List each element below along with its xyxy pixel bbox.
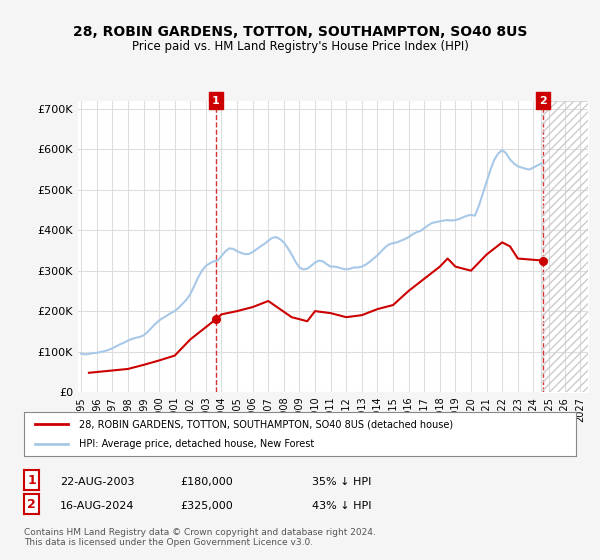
- Text: 35% ↓ HPI: 35% ↓ HPI: [312, 477, 371, 487]
- Text: 1: 1: [27, 474, 36, 487]
- Text: 2: 2: [27, 498, 36, 511]
- Text: 16-AUG-2024: 16-AUG-2024: [60, 501, 134, 511]
- Text: 2: 2: [539, 96, 547, 106]
- Text: HPI: Average price, detached house, New Forest: HPI: Average price, detached house, New …: [79, 439, 314, 449]
- Text: 28, ROBIN GARDENS, TOTTON, SOUTHAMPTON, SO40 8US (detached house): 28, ROBIN GARDENS, TOTTON, SOUTHAMPTON, …: [79, 419, 454, 429]
- Point: [538, 256, 548, 265]
- Point: [211, 315, 221, 324]
- Text: 28, ROBIN GARDENS, TOTTON, SOUTHAMPTON, SO40 8US: 28, ROBIN GARDENS, TOTTON, SOUTHAMPTON, …: [73, 25, 527, 39]
- Text: Price paid vs. HM Land Registry's House Price Index (HPI): Price paid vs. HM Land Registry's House …: [131, 40, 469, 53]
- Text: 43% ↓ HPI: 43% ↓ HPI: [312, 501, 371, 511]
- Text: £180,000: £180,000: [180, 477, 233, 487]
- Text: £325,000: £325,000: [180, 501, 233, 511]
- Text: 22-AUG-2003: 22-AUG-2003: [60, 477, 134, 487]
- Text: 1: 1: [212, 96, 220, 106]
- Text: Contains HM Land Registry data © Crown copyright and database right 2024.
This d: Contains HM Land Registry data © Crown c…: [24, 528, 376, 547]
